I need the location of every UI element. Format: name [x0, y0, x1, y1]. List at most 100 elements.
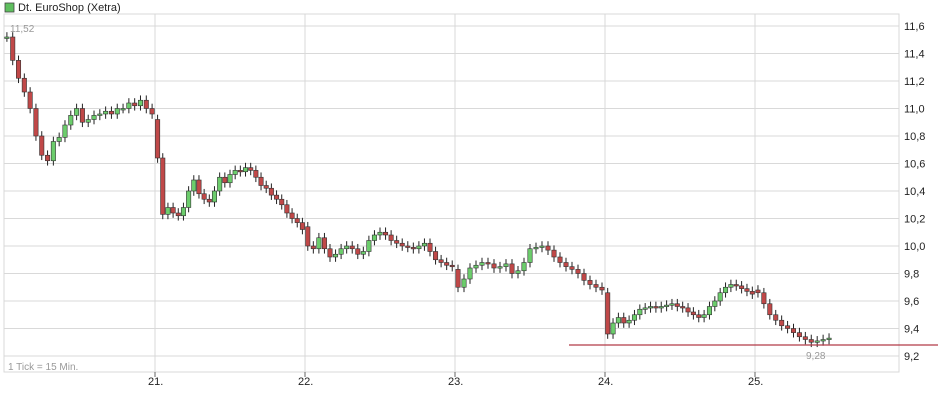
- candle-body: [605, 292, 611, 335]
- candle-body: [696, 314, 702, 318]
- x-tick-label: 21.: [148, 376, 163, 388]
- y-tick-label: 10,4: [904, 186, 925, 198]
- candle-body: [237, 170, 243, 173]
- candle-body: [790, 328, 796, 333]
- candle-body: [62, 124, 68, 138]
- candle-body: [248, 167, 254, 171]
- candle-body: [56, 137, 62, 142]
- candle-body: [739, 285, 745, 289]
- candle-body: [539, 245, 545, 248]
- tick-interval-note: 1 Tick = 15 Min.: [8, 362, 78, 373]
- candle-body: [658, 306, 664, 309]
- candle-body: [274, 194, 280, 200]
- candle-body: [690, 311, 696, 316]
- candle-body: [814, 340, 820, 343]
- candle-body: [717, 292, 723, 302]
- candle-body: [557, 256, 563, 263]
- candle-body: [191, 179, 197, 192]
- candle-body: [186, 190, 192, 208]
- candle-body: [642, 307, 648, 310]
- x-tick-label: 23.: [448, 376, 463, 388]
- y-tick-label: 11,0: [904, 104, 925, 116]
- candle-body: [455, 269, 461, 288]
- chart-title: Dt. EuroShop (Xetra): [18, 2, 121, 14]
- y-tick-label: 11,6: [904, 21, 925, 33]
- candlestick-series: [4, 32, 832, 348]
- y-tick-label: 10,0: [904, 241, 925, 253]
- candle-body: [615, 317, 621, 324]
- candle-body: [344, 245, 350, 250]
- candle-body: [294, 218, 300, 223]
- candle-body: [165, 207, 171, 215]
- candle-body: [569, 266, 575, 270]
- candle-body: [279, 198, 285, 206]
- candle-body: [232, 170, 238, 175]
- candle-body: [631, 314, 637, 321]
- candle-body: [515, 270, 521, 274]
- candle-body: [97, 113, 103, 116]
- candle-body: [68, 115, 74, 126]
- candle-body: [410, 247, 416, 250]
- candle-body: [253, 170, 259, 178]
- candle-body: [461, 278, 467, 288]
- candle-body: [509, 263, 515, 274]
- candle-body: [355, 248, 361, 255]
- candle-body: [802, 336, 808, 340]
- candle-body: [222, 176, 228, 184]
- x-axis-labels: 21. 22. 23. 24. 25.: [148, 372, 763, 388]
- candle-body: [527, 248, 533, 263]
- candle-body: [103, 110, 109, 115]
- candle-body: [371, 234, 377, 241]
- candle-body: [551, 249, 557, 258]
- candle-body: [808, 339, 814, 343]
- candle-body: [327, 248, 333, 258]
- candle-body: [321, 237, 327, 250]
- candle-body: [593, 284, 599, 288]
- candle-body: [669, 303, 675, 306]
- candle-body: [779, 319, 785, 327]
- candle-body: [399, 242, 405, 247]
- candle-body: [27, 91, 33, 109]
- candle-body: [377, 231, 383, 236]
- candle-body: [796, 332, 802, 338]
- candle-body: [503, 263, 509, 267]
- candle-body: [820, 339, 826, 342]
- candle-body: [10, 36, 16, 61]
- candle-body: [626, 319, 632, 324]
- candle-body: [545, 245, 551, 251]
- candle-body: [16, 60, 22, 79]
- candle-body: [427, 242, 433, 252]
- candle-body: [289, 212, 295, 219]
- candle-body: [521, 262, 527, 272]
- candle-body: [485, 262, 491, 265]
- candle-body: [785, 325, 791, 329]
- candle-body: [126, 102, 132, 109]
- candle-body: [137, 99, 143, 107]
- candle-body: [85, 119, 91, 123]
- candle-body: [581, 273, 587, 281]
- candle-body: [467, 267, 473, 280]
- candle-body: [744, 288, 750, 292]
- min-value-label: 9,28: [806, 351, 826, 362]
- candle-body: [728, 284, 734, 288]
- legend-swatch: [4, 2, 15, 13]
- candle-body: [610, 322, 616, 335]
- candle-body: [473, 264, 479, 269]
- candle-body: [284, 204, 290, 214]
- max-value-label: 11,52: [10, 24, 35, 35]
- candle-body: [227, 174, 233, 184]
- x-tick-label: 22.: [298, 376, 313, 388]
- candle-body: [349, 245, 355, 250]
- candle-body: [701, 314, 707, 318]
- candle-body: [749, 291, 755, 295]
- candle-body: [706, 306, 712, 316]
- candle-body: [114, 108, 120, 115]
- candle-body: [366, 240, 372, 252]
- candle-body: [674, 303, 680, 307]
- candle-body: [712, 300, 718, 307]
- candle-body: [39, 135, 45, 156]
- candle-body: [243, 167, 249, 173]
- candle-body: [444, 262, 450, 266]
- candle-body: [621, 317, 627, 324]
- y-tick-label: 10,8: [904, 131, 925, 143]
